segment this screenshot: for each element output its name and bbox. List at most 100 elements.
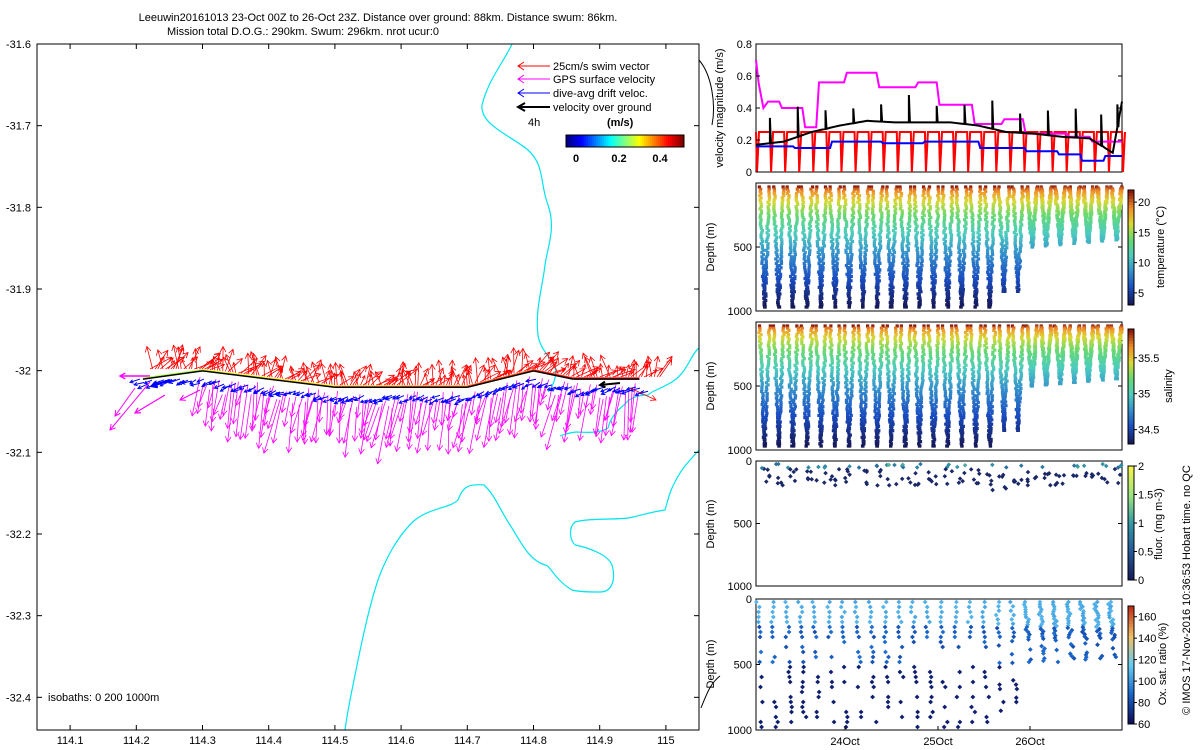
data-point: [948, 224, 952, 228]
data-point: [758, 189, 762, 193]
drift-vector: [253, 387, 265, 394]
colorbar-cell: [1128, 259, 1134, 263]
data-point: [849, 255, 854, 259]
swim-vector: [177, 346, 182, 370]
data-point: [872, 229, 876, 233]
data-point: [895, 185, 899, 189]
data-point: [786, 215, 791, 220]
gps-vector-head: [575, 412, 582, 420]
data-point: [930, 274, 934, 279]
data-point: [759, 196, 763, 200]
data-point: [774, 268, 778, 272]
swim-vector-head: [374, 370, 380, 377]
data-point: [891, 285, 895, 289]
swim-vector: [310, 359, 322, 383]
data-point: [946, 294, 950, 298]
speed-colorbar-cell: [630, 135, 633, 147]
data-point: [836, 202, 841, 207]
data-point: [907, 215, 912, 220]
gps-vector: [363, 403, 377, 440]
data-point: [886, 229, 890, 233]
drift-vector-head: [524, 383, 529, 388]
data-point: [805, 298, 809, 303]
data-point: [780, 239, 784, 244]
speed-colorbar-cell: [640, 135, 643, 147]
data-point: [972, 281, 977, 285]
gps-vector-head: [430, 417, 438, 424]
data-point: [942, 231, 946, 235]
data-point: [794, 235, 798, 239]
data-point: [887, 231, 891, 235]
data-point: [777, 296, 781, 300]
data-point: [947, 274, 951, 279]
data-point: [927, 187, 931, 191]
bracket-bottom: [700, 675, 721, 709]
data-point: [916, 257, 920, 261]
swim-vector-head: [281, 355, 288, 362]
drift-vector-head: [549, 387, 555, 392]
data-point: [817, 237, 821, 241]
data-point: [834, 277, 838, 281]
data-point: [893, 205, 897, 209]
data-point: [807, 270, 811, 274]
drift-vector-head: [612, 388, 617, 393]
data-point: [960, 296, 964, 300]
map-xtick-label: 114.3: [189, 735, 216, 747]
data-point: [949, 215, 953, 220]
swim-vector-head: [314, 372, 322, 379]
data-point: [963, 209, 967, 213]
data-point: [788, 246, 792, 250]
data-point: [864, 226, 868, 231]
data-point: [786, 198, 790, 202]
data-point: [792, 259, 796, 263]
data-point: [942, 211, 946, 215]
gps-vector-head: [342, 451, 349, 459]
data-point: [767, 194, 771, 198]
data-point: [779, 257, 783, 261]
colorbar-cell: [1128, 236, 1134, 240]
data-point: [858, 226, 862, 231]
data-point: [830, 224, 835, 228]
data-point: [828, 196, 832, 200]
swim-vector: [191, 357, 194, 370]
data-point: [906, 233, 911, 237]
data-point: [828, 205, 832, 209]
data-point: [806, 301, 810, 305]
gps-vector-head: [587, 408, 595, 416]
swim-vector-head: [472, 357, 480, 364]
swim-vector-head: [159, 355, 165, 362]
data-point: [901, 253, 905, 257]
data-point: [983, 200, 987, 204]
map-xtick-label: 114.5: [322, 735, 349, 747]
track-segment: [533, 369, 574, 380]
swim-vector-head: [296, 373, 301, 378]
swim-vector-head: [589, 356, 596, 363]
data-point: [806, 255, 810, 259]
data-point: [848, 261, 852, 265]
data-point: [758, 222, 762, 226]
data-point: [942, 237, 946, 241]
data-point: [858, 213, 862, 217]
data-point: [774, 231, 778, 235]
drift-vector-head: [262, 392, 267, 396]
swim-vector-head: [356, 373, 361, 379]
data-point: [845, 237, 849, 241]
data-point: [935, 209, 939, 213]
data-point: [943, 213, 947, 217]
data-point: [790, 277, 794, 281]
data-point: [850, 231, 854, 235]
data-point: [934, 255, 939, 259]
swim-vector-head: [347, 376, 355, 382]
swim-vector-head: [156, 349, 163, 356]
gps-vector-head: [300, 429, 307, 437]
data-point: [973, 255, 977, 259]
data-point: [894, 202, 898, 207]
data-point: [857, 220, 861, 224]
data-point: [901, 235, 905, 239]
data-point: [928, 207, 932, 211]
data-point: [846, 259, 850, 263]
gps-vector: [258, 390, 265, 449]
drift-vector-head: [373, 400, 378, 405]
data-point: [775, 290, 779, 294]
data-point: [917, 303, 921, 307]
